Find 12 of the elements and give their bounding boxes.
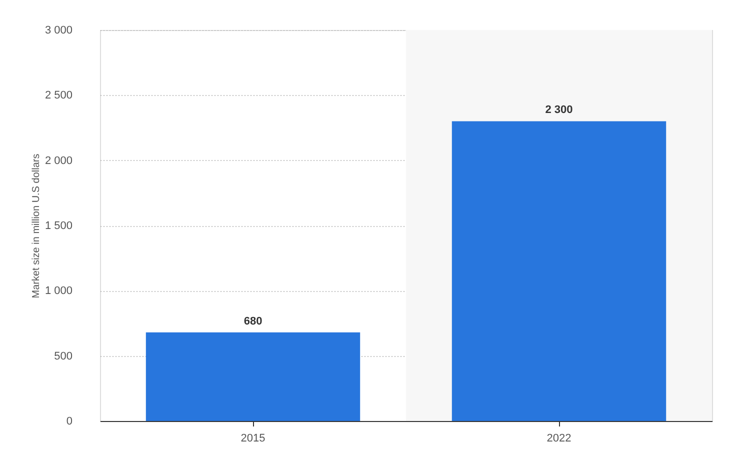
y-tick-label: 2 000	[44, 154, 72, 167]
data-label: 2 300	[545, 104, 573, 116]
data-label: 680	[244, 315, 262, 328]
y-tick-label: 500	[54, 350, 72, 362]
y-tick-label: 3 000	[44, 24, 72, 36]
y-tick-label: 0	[66, 416, 72, 428]
y-tick-label: 1 000	[44, 285, 72, 298]
x-tick-label: 2022	[546, 432, 572, 444]
y-axis-title: Market size in million U.S dollars	[30, 154, 42, 298]
y-tick-label: 1 500	[44, 220, 72, 232]
y-tick-label: 2 500	[44, 90, 72, 102]
x-tick-label: 2015	[240, 432, 266, 444]
